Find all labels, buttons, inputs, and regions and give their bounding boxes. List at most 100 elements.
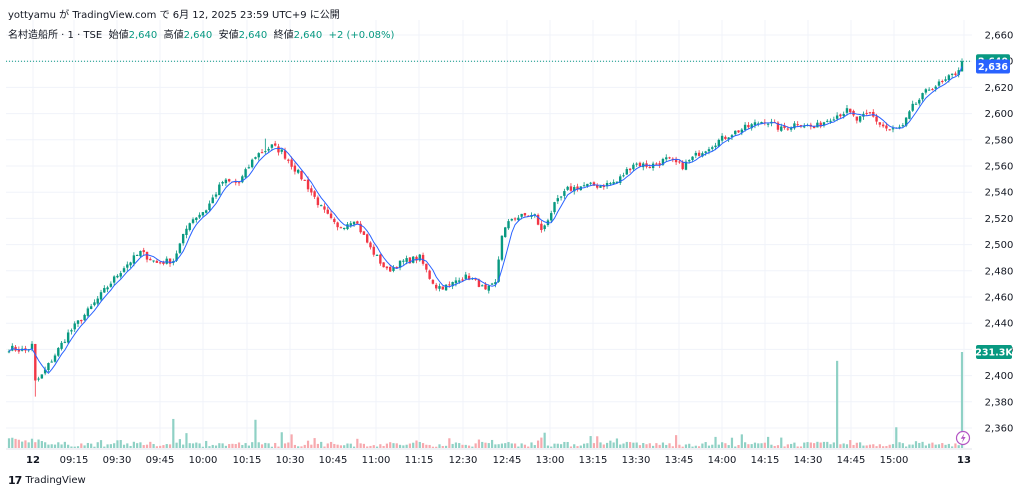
volume-bar — [293, 444, 296, 448]
candle-body — [408, 257, 412, 264]
volume-bar — [40, 441, 43, 448]
candle-body — [556, 198, 559, 202]
volume-bar — [829, 444, 832, 448]
candle-body — [904, 117, 908, 126]
candle-body — [260, 152, 264, 154]
candle-body — [356, 221, 359, 224]
candle-body — [569, 186, 573, 191]
volume-bar — [356, 438, 359, 448]
volume-bar — [372, 445, 375, 448]
volume-bar — [109, 444, 112, 448]
candle-body — [211, 197, 214, 204]
candle-body — [142, 250, 145, 253]
candle-body — [300, 170, 303, 180]
candle-body — [596, 184, 599, 188]
candle-body — [605, 183, 609, 187]
volume-bar — [882, 446, 885, 448]
candle-body — [582, 185, 586, 187]
symbol-label[interactable]: 名村造船所 · 1 · TSE — [8, 30, 103, 41]
candle-body — [461, 279, 464, 281]
candle-body — [691, 156, 694, 160]
volume-bar — [205, 440, 208, 448]
candle-body — [776, 122, 780, 130]
y-tick-label: 2,500 — [985, 240, 1014, 251]
volume-bar — [211, 444, 214, 448]
candle-body — [369, 242, 372, 248]
volume-bar — [106, 444, 109, 448]
volume-bar — [379, 444, 382, 448]
volume-bar — [553, 443, 556, 448]
candle-body — [934, 86, 937, 89]
volume-bar — [11, 437, 14, 448]
candle-body — [658, 163, 661, 165]
candle-body — [908, 111, 911, 119]
candle-body — [737, 130, 740, 133]
volume-bar — [441, 445, 444, 448]
y-tick-label: 2,660 — [985, 31, 1014, 42]
candle-body — [280, 149, 283, 152]
volume-bar — [484, 442, 487, 448]
candle-body — [379, 254, 382, 264]
volume-bar — [165, 444, 168, 448]
candle-body — [73, 323, 76, 330]
candle-body — [507, 221, 510, 229]
candle-body — [694, 152, 698, 156]
candle-body — [553, 202, 556, 213]
volume-bar — [589, 436, 592, 448]
candle-body — [563, 191, 566, 196]
volume-bar — [303, 444, 306, 448]
volume-bar — [27, 442, 30, 448]
volume-bar — [760, 443, 763, 448]
close-value: 2,640 — [293, 30, 323, 41]
volume-bar — [944, 444, 947, 448]
volume-bar — [855, 442, 858, 448]
volume-bar — [431, 446, 435, 448]
volume-bar — [326, 443, 329, 448]
volume-bar — [24, 440, 27, 448]
x-tick-label: 14:15 — [751, 455, 780, 466]
open-value: 2,640 — [128, 30, 158, 41]
volume-bar — [362, 443, 366, 448]
candle-body — [888, 129, 891, 131]
candle-body — [293, 165, 297, 172]
volume-bar — [721, 442, 724, 448]
low-label: 安値 — [218, 30, 239, 41]
candle-body — [57, 348, 60, 356]
volume-bar — [451, 443, 454, 448]
x-tick-label: 14:00 — [708, 455, 737, 466]
volume-bar — [895, 427, 898, 448]
x-tick-label: 13:00 — [536, 455, 565, 466]
tradingview-logo[interactable]: 17 TradingView — [8, 474, 86, 487]
candle-body — [665, 157, 668, 160]
volume-bar — [911, 444, 914, 448]
candle-body — [625, 169, 629, 175]
volume-bar — [852, 444, 855, 448]
volume-bar — [415, 440, 418, 448]
candle-body — [490, 283, 494, 285]
candle-body — [86, 308, 90, 316]
volume-bar — [645, 444, 648, 448]
candle-body — [954, 73, 957, 75]
candle-body — [135, 254, 139, 256]
x-tick-label: 09:45 — [146, 455, 175, 466]
volume-bar — [582, 443, 586, 448]
candle-body — [832, 119, 836, 121]
volume-bar — [267, 443, 270, 448]
y-tick-label: 2,600 — [985, 109, 1014, 120]
candle-body — [648, 166, 652, 168]
x-tick-label: 14:45 — [837, 455, 866, 466]
volume-bar — [152, 444, 155, 448]
volume-bar — [510, 443, 513, 448]
candle-body — [592, 182, 596, 186]
volume-bar — [507, 442, 510, 448]
volume-bar — [320, 441, 323, 448]
volume-bar — [872, 444, 875, 448]
candle-body — [405, 258, 408, 262]
volume-bar — [149, 441, 152, 448]
x-tick-label: 10:30 — [276, 455, 305, 466]
candle-body — [458, 280, 461, 282]
y-tick-label: 2,380 — [985, 397, 1014, 408]
candle-body — [175, 253, 178, 261]
volume-bar — [675, 435, 678, 448]
